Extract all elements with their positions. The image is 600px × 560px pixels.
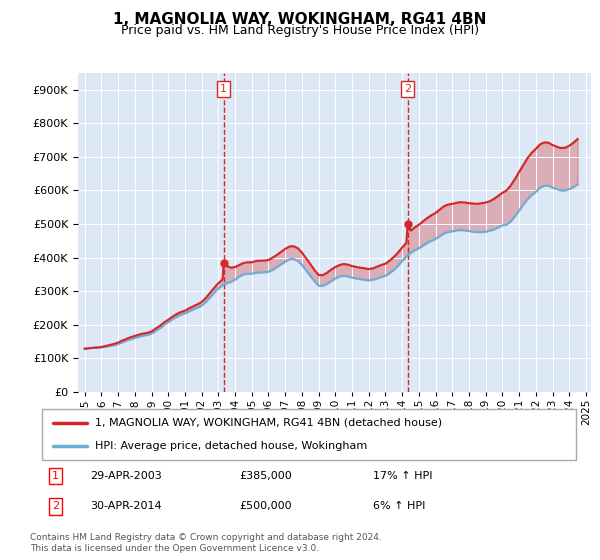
FancyBboxPatch shape: [42, 409, 576, 460]
Text: 29-APR-2003: 29-APR-2003: [90, 472, 162, 482]
Text: 1: 1: [220, 84, 227, 94]
Text: Contains HM Land Registry data © Crown copyright and database right 2024.
This d: Contains HM Land Registry data © Crown c…: [30, 533, 382, 553]
Text: 2: 2: [52, 501, 59, 511]
Text: 17% ↑ HPI: 17% ↑ HPI: [373, 472, 433, 482]
Text: HPI: Average price, detached house, Wokingham: HPI: Average price, detached house, Woki…: [95, 441, 368, 451]
Text: 1, MAGNOLIA WAY, WOKINGHAM, RG41 4BN: 1, MAGNOLIA WAY, WOKINGHAM, RG41 4BN: [113, 12, 487, 27]
Text: 30-APR-2014: 30-APR-2014: [90, 501, 161, 511]
Text: £385,000: £385,000: [239, 472, 292, 482]
Text: 1: 1: [52, 472, 59, 482]
Text: Price paid vs. HM Land Registry's House Price Index (HPI): Price paid vs. HM Land Registry's House …: [121, 24, 479, 37]
Text: 1, MAGNOLIA WAY, WOKINGHAM, RG41 4BN (detached house): 1, MAGNOLIA WAY, WOKINGHAM, RG41 4BN (de…: [95, 418, 443, 428]
Text: £500,000: £500,000: [239, 501, 292, 511]
Text: 6% ↑ HPI: 6% ↑ HPI: [373, 501, 425, 511]
Text: 2: 2: [404, 84, 411, 94]
